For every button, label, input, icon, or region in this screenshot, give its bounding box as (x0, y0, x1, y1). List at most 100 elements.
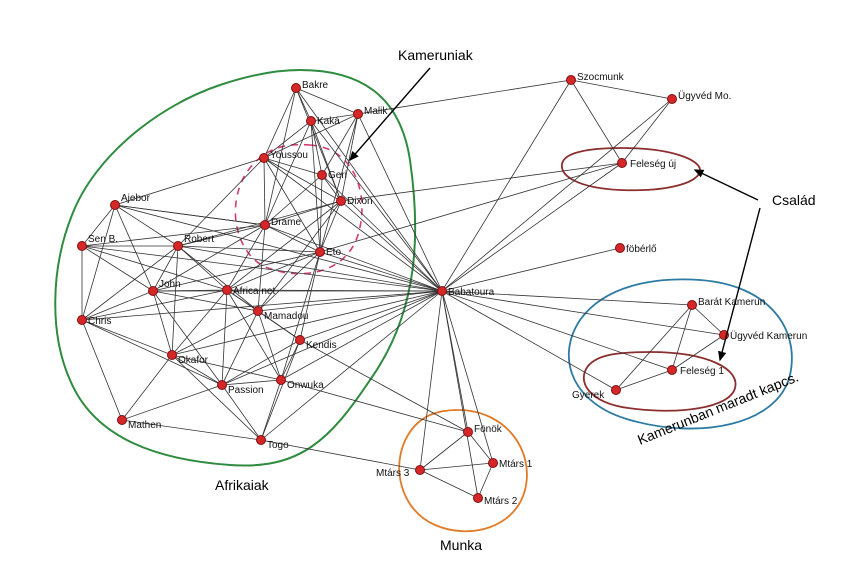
edge (320, 201, 341, 252)
node-label-Passion: Passion (228, 385, 264, 396)
edge (622, 99, 672, 163)
node-Geri (318, 171, 327, 180)
edge (420, 463, 493, 470)
node-Eto (316, 248, 325, 257)
node-label-John: John (159, 279, 181, 290)
node-Passion (218, 381, 227, 390)
edge (258, 291, 442, 311)
node-label-Mtars2: Mtárs 2 (484, 496, 518, 507)
node-Mtars2 (474, 494, 483, 503)
group-label-munka: Munka (440, 537, 482, 553)
edge (442, 163, 622, 291)
node-label-Szocmunk: Szocmunk (577, 72, 625, 83)
node-label-Robert: Robert (184, 234, 214, 245)
edge (281, 340, 300, 380)
edge (178, 246, 320, 252)
node-label-Gyerek: Gyerek (572, 390, 605, 401)
csalad-label: Család (772, 192, 816, 208)
edge (320, 114, 358, 252)
node-UgyvedMo (668, 95, 677, 104)
node-label-UgyvedMo: Ügyvéd Mo. (678, 90, 731, 102)
node-Dixon (337, 197, 346, 206)
edge (442, 99, 672, 291)
group-outline-afrikaiak (55, 70, 415, 466)
node-label-Dixon: Dixon (347, 196, 373, 207)
node-Malik (354, 110, 363, 119)
edge (265, 121, 311, 225)
edge (341, 114, 358, 201)
edge (300, 252, 320, 340)
edge (442, 291, 672, 370)
edge (468, 432, 493, 463)
node-label-Mathen: Mathen (128, 420, 161, 431)
node-label-Bakre: Bakre (302, 80, 329, 91)
edge (227, 225, 265, 290)
node-label-AfricaNet: Africa net (233, 286, 275, 297)
node-Kaka (307, 117, 316, 126)
edge (358, 80, 571, 114)
edge (82, 205, 115, 320)
node-label-Fonok: Fönök (474, 424, 503, 435)
edge (341, 163, 622, 201)
node-label-Kaka: Kaká (317, 116, 340, 127)
node-Foberlo (616, 244, 625, 253)
group-shapes-layer (55, 70, 792, 531)
edge (672, 305, 692, 370)
edge (115, 205, 153, 291)
node-label-UgyvedKamerun: Ügyvéd Kamerun (730, 330, 807, 342)
node-FelesegUj (618, 159, 627, 168)
node-Mamadou (254, 307, 263, 316)
edge (115, 205, 265, 225)
edge (264, 158, 265, 225)
edge (281, 291, 442, 380)
arrow-csalad-1 (695, 170, 758, 200)
edge (222, 291, 442, 385)
node-BaratKamerun (688, 301, 697, 310)
node-label-Chris: Chris (88, 316, 111, 327)
node-label-SenB: Sen B. (88, 234, 118, 245)
node-label-Foberlo: föbérlő (626, 244, 657, 255)
edge (616, 305, 692, 390)
node-Mtars3 (416, 466, 425, 475)
labels-layer: BabatouraBakreKakáMalikYoussouGeriDixonD… (88, 72, 807, 507)
edge (320, 163, 622, 252)
node-label-Geri: Geri (328, 170, 347, 181)
node-label-Mamadou: Mamadou (264, 311, 308, 322)
node-John (149, 287, 158, 296)
group-label-kameruniak: Kameruniak (398, 47, 474, 63)
node-label-Drame: Drame (271, 217, 301, 228)
node-label-Feleseg1: Feleség 1 (680, 366, 724, 377)
edge (172, 311, 258, 355)
node-Robert (174, 242, 183, 251)
edge (616, 370, 672, 390)
edge (122, 385, 222, 420)
node-Togo (257, 436, 266, 445)
node-Bakre (292, 84, 301, 93)
edge (153, 291, 222, 385)
group-label-kamerun_maradt: Kamerunban maradt kapcs. (635, 369, 800, 448)
node-label-FelesegUj: Feleség új (630, 159, 676, 170)
node-Chris (78, 316, 87, 325)
edge (420, 291, 442, 470)
node-label-Malik: Malik (364, 106, 388, 117)
edge (672, 335, 724, 370)
node-Onwuka (277, 376, 286, 385)
node-SenB (78, 242, 87, 251)
node-label-BaratKamerun: Barát Kamerun (698, 297, 765, 308)
edge (420, 470, 478, 498)
edge (261, 380, 281, 440)
edge (122, 355, 172, 420)
node-Kendis (296, 336, 305, 345)
edge (311, 121, 442, 291)
node-label-Kendis: Kendis (306, 340, 337, 351)
edge (420, 432, 468, 470)
node-Ajebor (111, 201, 120, 210)
node-label-Mtars1: Mtárs 1 (499, 459, 533, 470)
edge (478, 463, 493, 498)
edge (300, 340, 468, 432)
node-label-Eto: Eto (326, 247, 341, 258)
node-Feleseg1 (668, 366, 677, 375)
node-Mathen (118, 416, 127, 425)
node-Okafor (168, 351, 177, 360)
node-AfricaNet (223, 286, 232, 295)
